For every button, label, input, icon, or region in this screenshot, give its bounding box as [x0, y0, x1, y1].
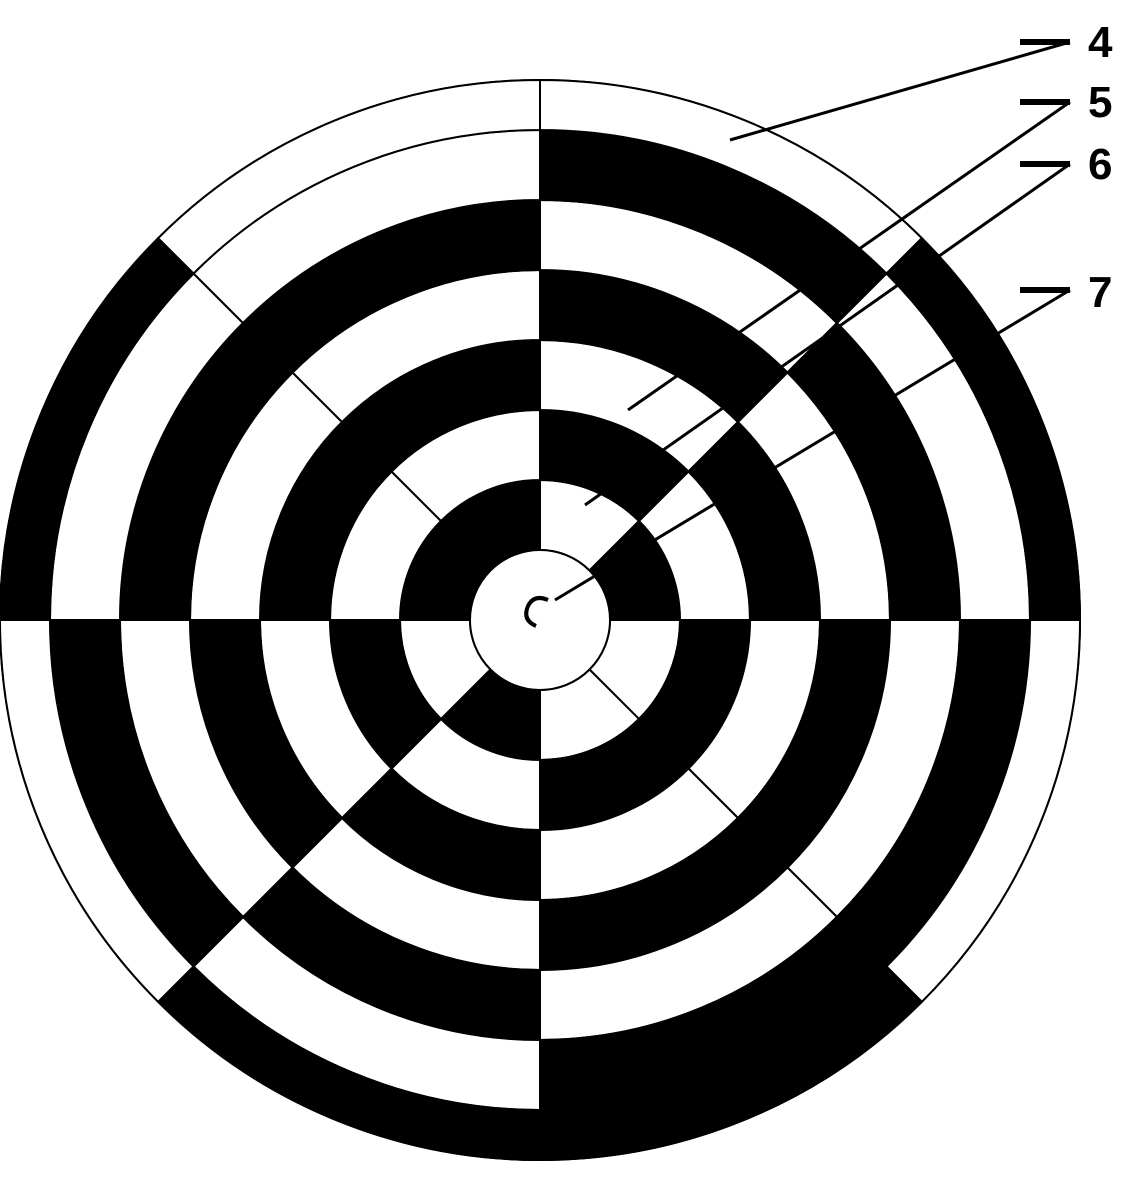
encoder-disc-svg: [0, 0, 1138, 1196]
callout-4-leader: [730, 42, 1070, 140]
callout-7-label: 7: [1088, 268, 1112, 318]
callout-6-label: 6: [1088, 140, 1112, 190]
callout-4-label: 4: [1088, 18, 1112, 68]
hub: [470, 550, 610, 690]
callout-4: [730, 42, 1070, 140]
diagram-stage: 4 5 6 7: [0, 0, 1138, 1196]
callout-5-label: 5: [1088, 78, 1112, 128]
